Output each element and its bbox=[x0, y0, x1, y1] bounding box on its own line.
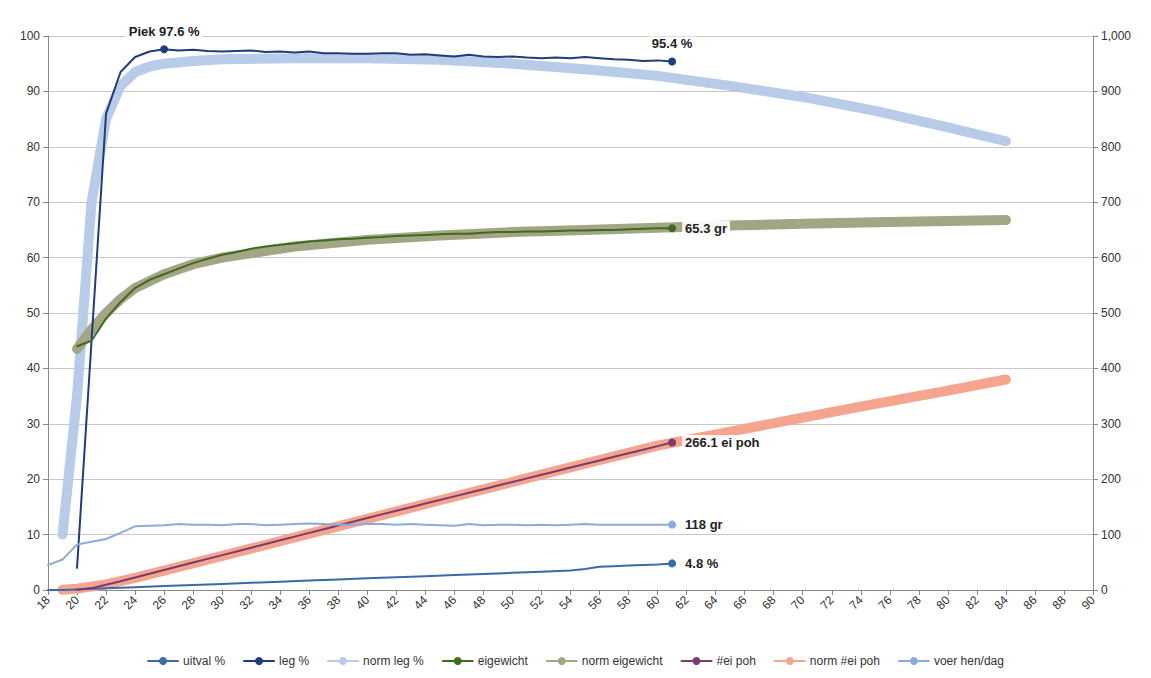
svg-text:30: 30 bbox=[27, 417, 41, 431]
svg-text:118 gr: 118 gr bbox=[685, 517, 723, 532]
svg-text:70: 70 bbox=[27, 195, 41, 209]
svg-text:34: 34 bbox=[266, 593, 286, 613]
svg-text:95.4 %: 95.4 % bbox=[652, 36, 693, 51]
svg-text:48: 48 bbox=[469, 593, 489, 613]
svg-text:400: 400 bbox=[1101, 361, 1121, 375]
svg-text:26: 26 bbox=[150, 593, 170, 613]
svg-text:60: 60 bbox=[643, 593, 663, 613]
svg-text:44: 44 bbox=[411, 593, 431, 613]
svg-text:72: 72 bbox=[817, 593, 837, 613]
svg-text:30: 30 bbox=[208, 593, 228, 613]
svg-text:40: 40 bbox=[353, 593, 373, 613]
svg-text:500: 500 bbox=[1101, 306, 1121, 320]
svg-text:600: 600 bbox=[1101, 251, 1121, 265]
svg-text:62: 62 bbox=[672, 593, 692, 613]
svg-text:36: 36 bbox=[295, 593, 315, 613]
svg-text:uitval %: uitval % bbox=[183, 654, 225, 668]
svg-text:40: 40 bbox=[27, 361, 41, 375]
svg-text:60: 60 bbox=[27, 251, 41, 265]
svg-text:0: 0 bbox=[33, 583, 40, 597]
svg-text:50: 50 bbox=[27, 306, 41, 320]
svg-text:90: 90 bbox=[1079, 593, 1099, 613]
svg-text:68: 68 bbox=[759, 593, 779, 613]
svg-text:266.1 ei poh: 266.1 ei poh bbox=[685, 435, 759, 450]
svg-text:46: 46 bbox=[440, 593, 460, 613]
svg-text:84: 84 bbox=[992, 593, 1012, 613]
svg-text:20: 20 bbox=[63, 593, 83, 613]
svg-text:24: 24 bbox=[121, 593, 141, 613]
svg-text:65.3 gr: 65.3 gr bbox=[685, 221, 727, 236]
svg-text:18: 18 bbox=[34, 593, 54, 613]
svg-text:Piek 97.6 %: Piek 97.6 % bbox=[129, 24, 200, 39]
svg-text:20: 20 bbox=[27, 472, 41, 486]
svg-text:42: 42 bbox=[382, 593, 402, 613]
svg-text:300: 300 bbox=[1101, 417, 1121, 431]
svg-text:#ei poh: #ei poh bbox=[716, 654, 755, 668]
svg-text:82: 82 bbox=[963, 593, 983, 613]
svg-text:32: 32 bbox=[237, 593, 257, 613]
svg-text:4.8 %: 4.8 % bbox=[685, 556, 719, 571]
svg-text:0: 0 bbox=[1101, 583, 1108, 597]
svg-text:58: 58 bbox=[614, 593, 634, 613]
svg-text:80: 80 bbox=[933, 593, 953, 613]
svg-text:norm eigewicht: norm eigewicht bbox=[582, 654, 663, 668]
svg-text:54: 54 bbox=[556, 593, 576, 613]
svg-text:eigewicht: eigewicht bbox=[478, 654, 529, 668]
svg-text:38: 38 bbox=[324, 593, 344, 613]
svg-text:78: 78 bbox=[904, 593, 924, 613]
svg-text:88: 88 bbox=[1050, 593, 1070, 613]
svg-text:leg %: leg % bbox=[279, 654, 309, 668]
svg-text:90: 90 bbox=[27, 84, 41, 98]
svg-text:norm #ei poh: norm #ei poh bbox=[810, 654, 880, 668]
svg-text:900: 900 bbox=[1101, 84, 1121, 98]
svg-text:100: 100 bbox=[1101, 528, 1121, 542]
svg-text:76: 76 bbox=[875, 593, 895, 613]
svg-text:80: 80 bbox=[27, 140, 41, 154]
svg-text:66: 66 bbox=[730, 593, 750, 613]
svg-text:norm leg %: norm leg % bbox=[363, 654, 424, 668]
svg-text:70: 70 bbox=[788, 593, 808, 613]
svg-text:200: 200 bbox=[1101, 472, 1121, 486]
svg-text:64: 64 bbox=[701, 593, 721, 613]
svg-text:voer hen/dag: voer hen/dag bbox=[934, 654, 1004, 668]
svg-text:10: 10 bbox=[27, 528, 41, 542]
svg-text:52: 52 bbox=[527, 593, 547, 613]
svg-text:86: 86 bbox=[1021, 593, 1041, 613]
svg-text:28: 28 bbox=[179, 593, 199, 613]
svg-text:800: 800 bbox=[1101, 140, 1121, 154]
svg-text:1,000: 1,000 bbox=[1101, 29, 1131, 43]
svg-text:100: 100 bbox=[20, 29, 40, 43]
svg-text:56: 56 bbox=[585, 593, 605, 613]
svg-text:700: 700 bbox=[1101, 195, 1121, 209]
svg-text:22: 22 bbox=[92, 593, 112, 613]
svg-text:50: 50 bbox=[498, 593, 518, 613]
svg-text:74: 74 bbox=[846, 593, 866, 613]
